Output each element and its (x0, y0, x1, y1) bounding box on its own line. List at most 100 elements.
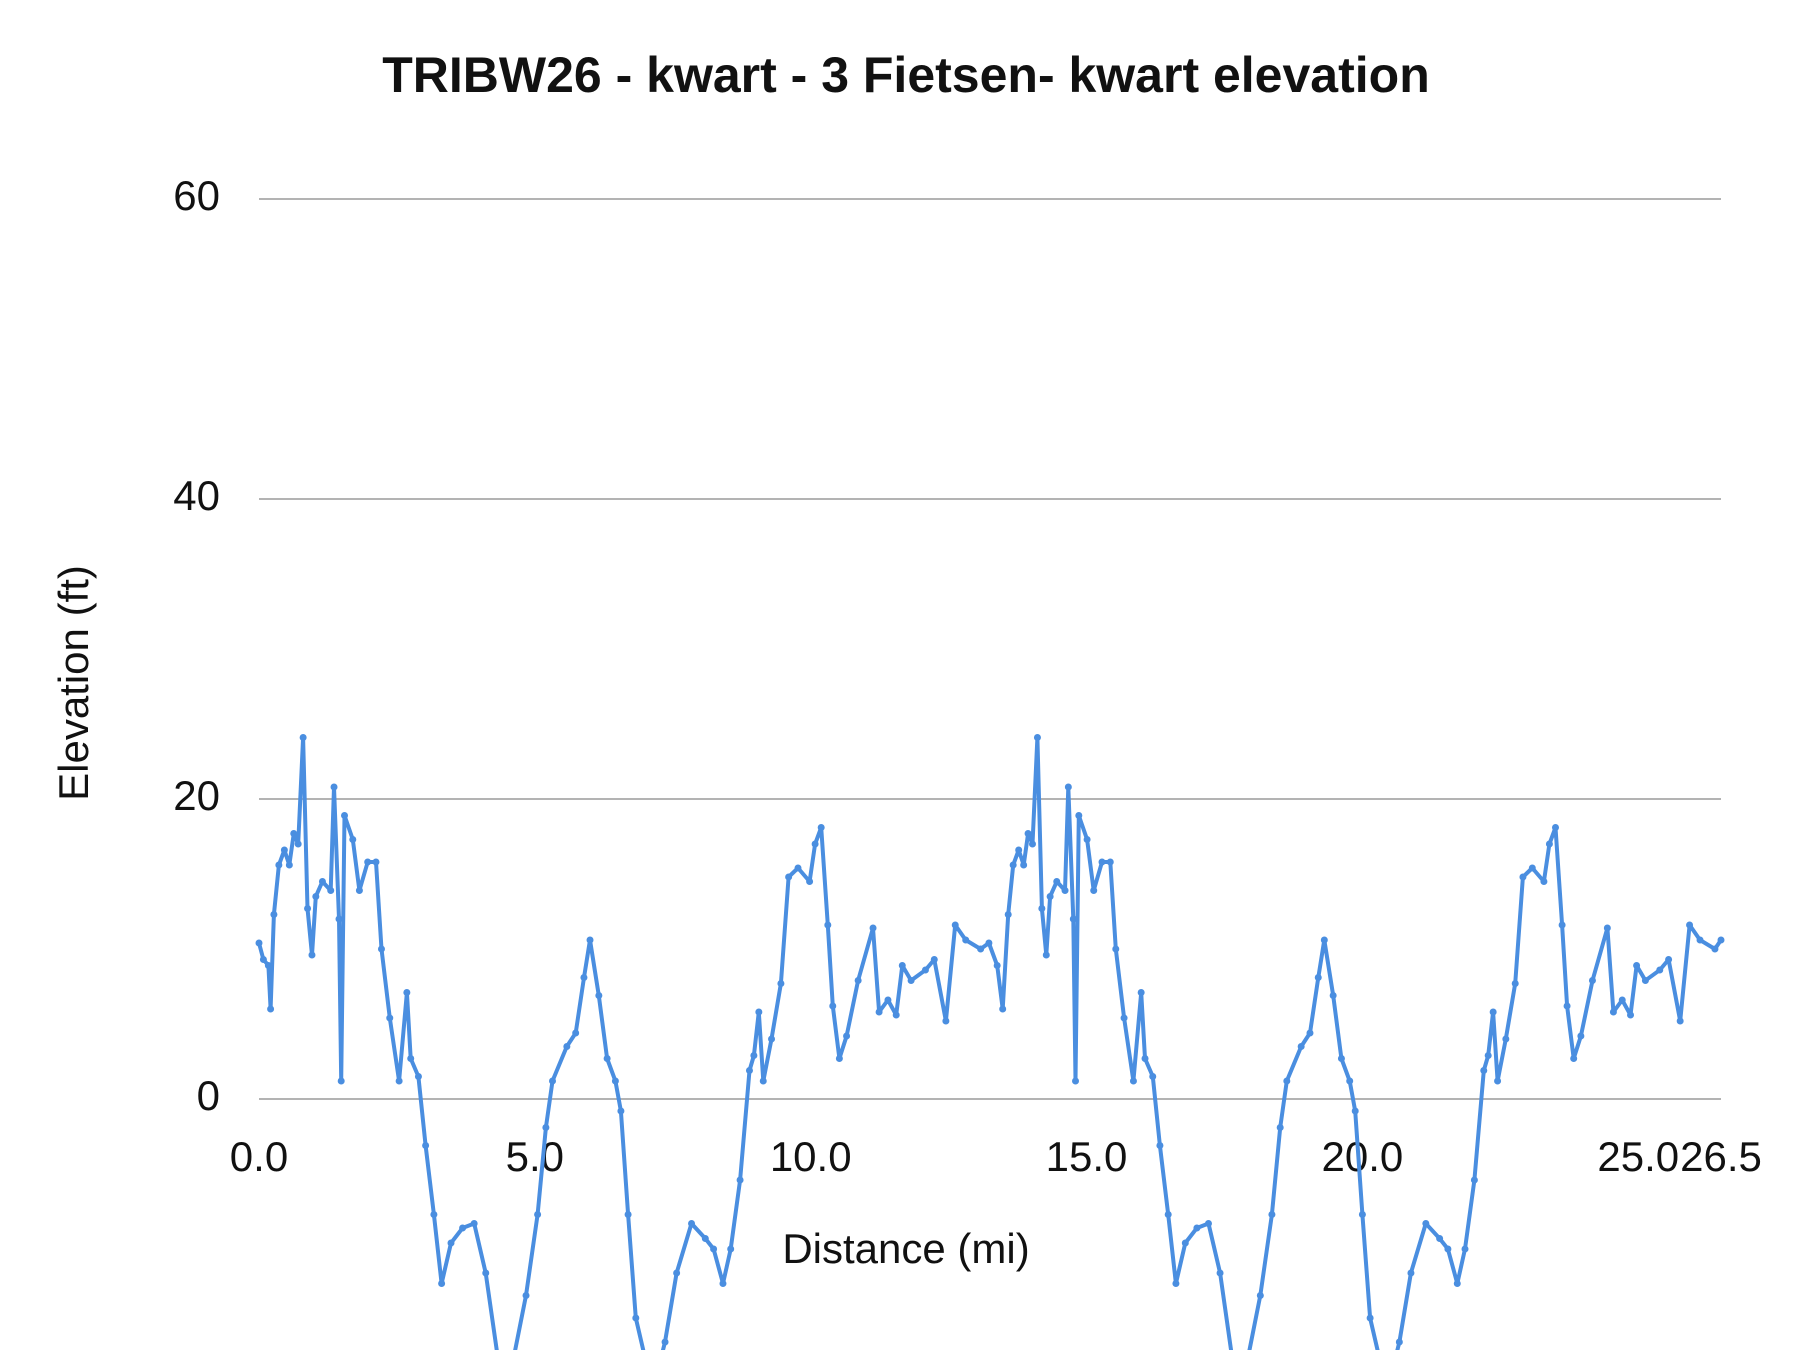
point (1494, 1077, 1502, 1085)
point (892, 1011, 900, 1019)
point (1588, 977, 1596, 984)
point (701, 1235, 709, 1242)
point (447, 1239, 455, 1247)
point (1570, 1055, 1578, 1062)
x-tick-label: 0.0 (230, 1133, 288, 1180)
point (1156, 1142, 1164, 1149)
point (1717, 936, 1725, 944)
point (1112, 945, 1120, 953)
point (1551, 824, 1559, 831)
point (843, 1032, 851, 1040)
point (869, 924, 877, 932)
point (1072, 1077, 1080, 1085)
point (335, 915, 343, 923)
point (308, 951, 316, 959)
point (794, 864, 802, 872)
point (768, 1035, 776, 1043)
point (710, 1245, 718, 1253)
line (257, 735, 1723, 1350)
point (755, 1008, 763, 1016)
point (999, 1005, 1007, 1013)
x-tick-label: 26.5 (1680, 1133, 1762, 1180)
point (977, 945, 985, 953)
point (534, 1211, 542, 1218)
x-tick-label: 25.0 (1597, 1133, 1679, 1180)
point (1268, 1211, 1276, 1218)
point (1009, 861, 1017, 869)
point (1686, 921, 1694, 929)
point (1358, 1211, 1366, 1218)
point (395, 1077, 403, 1085)
point (327, 887, 335, 894)
point (1069, 915, 1077, 923)
point (962, 936, 970, 944)
point (1004, 911, 1012, 918)
point (632, 1314, 640, 1322)
point (1256, 1292, 1264, 1299)
point (611, 1077, 619, 1085)
point (1098, 858, 1106, 866)
y-tick-label: 40 (173, 472, 220, 519)
x-axis-title: Distance (mi) (782, 1225, 1029, 1272)
point (1028, 840, 1036, 848)
point (1461, 1245, 1469, 1253)
point (1164, 1211, 1172, 1218)
point (377, 945, 385, 953)
point (459, 1224, 467, 1232)
point (1351, 1107, 1359, 1115)
point (1676, 1017, 1684, 1025)
point (1033, 734, 1041, 741)
point (1696, 936, 1704, 944)
y-tick-label: 0 (197, 1072, 220, 1119)
point (275, 861, 283, 869)
point (661, 1338, 669, 1346)
point (1627, 1011, 1635, 1019)
point (255, 939, 263, 947)
point (1665, 956, 1673, 963)
point (1633, 962, 1641, 969)
point (285, 861, 293, 869)
point (719, 1280, 727, 1287)
point (1075, 812, 1083, 819)
point (1436, 1235, 1444, 1242)
point (745, 1067, 753, 1074)
point (1137, 989, 1145, 996)
point (1618, 996, 1626, 1004)
point (1641, 977, 1649, 984)
point (993, 962, 1001, 969)
point (1061, 887, 1069, 894)
point (1603, 924, 1611, 932)
point (854, 977, 862, 984)
point (1090, 887, 1098, 894)
point (1306, 1029, 1314, 1037)
point (1609, 1008, 1617, 1016)
point (1297, 1043, 1305, 1050)
point (985, 939, 993, 947)
point (1204, 1220, 1212, 1227)
y-tick-label: 20 (173, 772, 220, 819)
point (563, 1043, 571, 1050)
point (942, 1017, 950, 1025)
point (549, 1077, 557, 1085)
point (1042, 951, 1050, 959)
point (299, 734, 307, 741)
point (312, 893, 320, 900)
point (1470, 1176, 1478, 1184)
point (386, 1014, 394, 1022)
point (1366, 1314, 1374, 1322)
point (1172, 1280, 1180, 1287)
point (898, 962, 906, 969)
point (1558, 921, 1566, 929)
point (835, 1055, 843, 1062)
point (817, 824, 825, 831)
point (267, 1005, 275, 1013)
point (673, 1269, 681, 1277)
point (1511, 980, 1519, 987)
point (482, 1269, 490, 1277)
point (759, 1077, 767, 1085)
point (1024, 830, 1032, 837)
point (422, 1142, 430, 1149)
point (349, 836, 357, 843)
x-tick-label: 10.0 (770, 1133, 852, 1180)
